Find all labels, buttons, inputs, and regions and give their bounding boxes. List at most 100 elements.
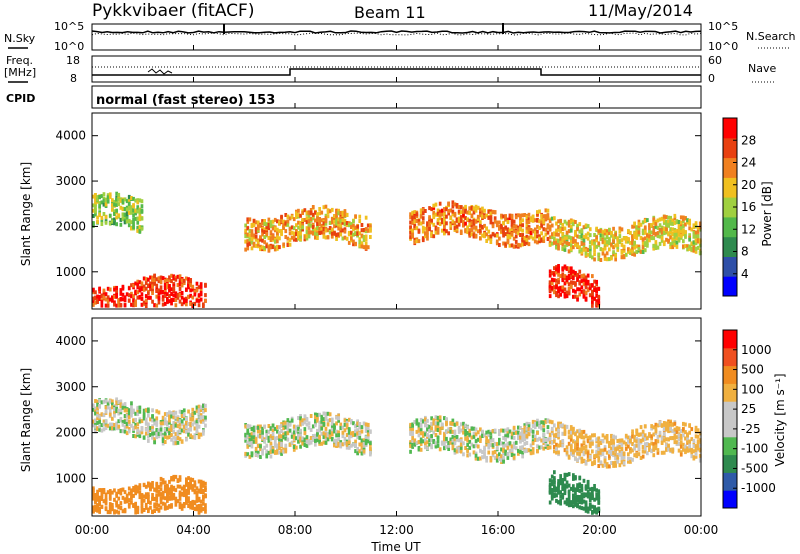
heatmap-cell bbox=[94, 507, 97, 512]
heatmap-cell bbox=[335, 444, 338, 448]
heatmap-cell bbox=[449, 216, 453, 221]
heatmap-cell bbox=[550, 216, 554, 221]
heatmap-cell bbox=[102, 202, 106, 207]
heatmap-cell bbox=[170, 503, 173, 508]
heatmap-cell bbox=[280, 214, 283, 219]
heatmap-cell bbox=[637, 219, 641, 224]
heatmap-cell bbox=[102, 212, 106, 216]
heatmap-cell bbox=[629, 449, 632, 454]
heatmap-cell bbox=[531, 214, 535, 219]
heatmap-cell bbox=[345, 425, 349, 430]
heatmap-cell bbox=[138, 225, 142, 230]
heatmap-cell bbox=[299, 431, 302, 436]
heatmap-cell bbox=[582, 241, 586, 246]
heatmap-cell bbox=[514, 440, 518, 445]
heatmap-cell bbox=[671, 429, 675, 434]
heatmap-cell bbox=[358, 442, 362, 447]
heatmap-cell bbox=[493, 441, 497, 446]
heatmap-cell bbox=[567, 454, 571, 459]
heatmap-cell bbox=[168, 418, 171, 423]
heatmap-cell bbox=[151, 275, 154, 280]
heatmap-cell bbox=[339, 440, 343, 445]
heatmap-cell bbox=[104, 303, 108, 308]
heatmap-cell bbox=[337, 224, 341, 229]
heatmap-cell bbox=[267, 236, 271, 240]
heatmap-cell bbox=[172, 477, 176, 482]
heatmap-cell bbox=[498, 220, 501, 225]
heatmap-cell bbox=[127, 199, 131, 204]
heatmap-cell bbox=[569, 239, 573, 244]
heatmap-cell bbox=[409, 427, 412, 432]
heatmap-cell bbox=[187, 499, 190, 504]
heatmap-cell bbox=[113, 302, 116, 307]
heatmap-cell bbox=[170, 273, 173, 278]
heatmap-cell bbox=[202, 415, 205, 420]
heatmap-cell bbox=[457, 216, 461, 221]
heatmap-cell bbox=[540, 223, 544, 228]
heatmap-cell bbox=[569, 430, 573, 435]
heatmap-cell bbox=[176, 432, 180, 437]
heatmap-cell bbox=[673, 239, 677, 244]
heatmap-cell bbox=[580, 228, 584, 233]
heatmap-cell bbox=[163, 488, 167, 493]
heatmap-cell bbox=[366, 245, 370, 250]
heatmap-cell bbox=[309, 428, 313, 432]
heatmap-cell bbox=[337, 441, 341, 446]
heatmap-cell bbox=[627, 229, 630, 234]
heatmap-cell bbox=[629, 459, 632, 464]
heatmap-cell bbox=[557, 225, 560, 229]
heatmap-cell bbox=[572, 219, 575, 224]
heatmap-cell bbox=[106, 299, 110, 304]
heatmap-cell bbox=[339, 444, 343, 449]
heatmap-cell bbox=[155, 420, 159, 425]
colorbar-swatch bbox=[723, 216, 737, 238]
heatmap-cell bbox=[123, 414, 127, 418]
heatmap-cell bbox=[185, 477, 188, 482]
heatmap-cell bbox=[352, 239, 355, 244]
heatmap-cell bbox=[445, 430, 448, 435]
heatmap-cell bbox=[121, 292, 125, 297]
heatmap-cell bbox=[292, 235, 296, 240]
heatmap-cell bbox=[248, 241, 252, 246]
heatmap-cell bbox=[189, 478, 193, 482]
heatmap-cell bbox=[599, 229, 603, 233]
heatmap-cell bbox=[500, 225, 503, 230]
heatmap-cell bbox=[457, 222, 461, 227]
heatmap-cell bbox=[364, 428, 368, 433]
heatmap-cell bbox=[517, 231, 520, 236]
heatmap-cell bbox=[493, 216, 497, 221]
heatmap-cell bbox=[572, 276, 575, 281]
heatmap-cell bbox=[195, 288, 199, 293]
heatmap-cell bbox=[144, 431, 148, 436]
heatmap-cell bbox=[595, 454, 599, 458]
heatmap-cell bbox=[459, 439, 463, 444]
heatmap-cell bbox=[428, 434, 431, 439]
heatmap-cell bbox=[248, 424, 252, 429]
heatmap-cell bbox=[557, 286, 560, 291]
heatmap-cell bbox=[654, 245, 658, 250]
heatmap-cell bbox=[671, 448, 675, 453]
heatmap-cell bbox=[250, 229, 254, 234]
heatmap-cell bbox=[263, 246, 267, 250]
heatmap-cell bbox=[578, 428, 582, 433]
heatmap-cell bbox=[115, 421, 119, 426]
heatmap-cell bbox=[555, 245, 558, 250]
heatmap-cell bbox=[656, 450, 660, 455]
heatmap-cell bbox=[352, 219, 355, 224]
heatmap-cell bbox=[341, 236, 345, 241]
heatmap-cell bbox=[151, 418, 154, 423]
heatmap-cell bbox=[591, 295, 594, 300]
heatmap-cell bbox=[136, 285, 140, 290]
heatmap-cell bbox=[250, 435, 254, 440]
heatmap-cell bbox=[244, 228, 248, 233]
heatmap-cell bbox=[593, 433, 596, 438]
heatmap-cell bbox=[246, 232, 250, 237]
heatmap-cell bbox=[445, 214, 448, 219]
heatmap-cell bbox=[132, 217, 135, 222]
heatmap-cell bbox=[309, 208, 313, 212]
heatmap-cell bbox=[563, 287, 567, 292]
heatmap-cell bbox=[673, 435, 677, 440]
heatmap-cell bbox=[360, 438, 364, 443]
heatmap-cell bbox=[259, 247, 262, 252]
heatmap-cell bbox=[519, 426, 522, 430]
